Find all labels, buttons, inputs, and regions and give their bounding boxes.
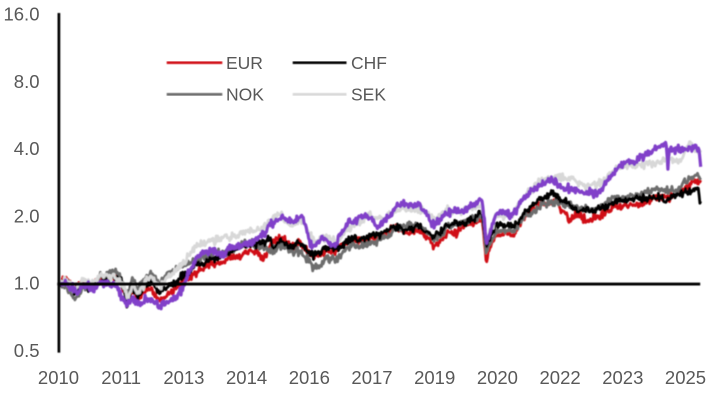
svg-text:NOK: NOK	[226, 85, 264, 105]
svg-text:2017: 2017	[351, 367, 392, 388]
svg-text:2016: 2016	[289, 367, 330, 388]
svg-text:0.5: 0.5	[14, 340, 40, 361]
svg-text:2019: 2019	[414, 367, 455, 388]
svg-text:2.0: 2.0	[14, 205, 40, 226]
svg-text:8.0: 8.0	[14, 71, 40, 92]
svg-text:2010: 2010	[38, 367, 79, 388]
svg-text:1.0: 1.0	[14, 273, 40, 294]
svg-text:4.0: 4.0	[14, 138, 40, 159]
svg-text:2014: 2014	[226, 367, 267, 388]
svg-text:CHF: CHF	[351, 53, 387, 73]
svg-text:2011: 2011	[101, 367, 141, 388]
svg-text:EUR: EUR	[226, 53, 263, 73]
svg-text:SEK: SEK	[351, 85, 386, 105]
svg-text:2022: 2022	[540, 367, 581, 388]
svg-text:16.0: 16.0	[3, 4, 39, 25]
svg-text:2023: 2023	[602, 367, 643, 388]
svg-text:2025: 2025	[665, 367, 706, 388]
svg-text:2020: 2020	[477, 367, 518, 388]
svg-text:2013: 2013	[163, 367, 204, 388]
